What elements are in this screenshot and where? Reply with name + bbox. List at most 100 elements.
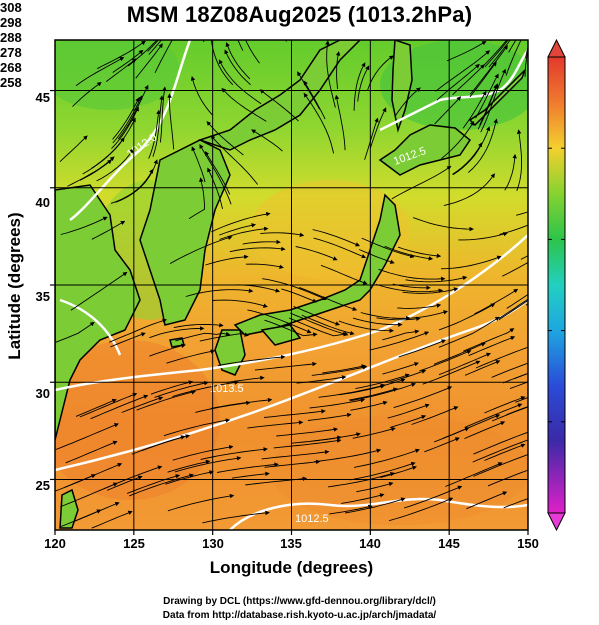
streamline (378, 268, 446, 282)
streamline (110, 332, 146, 348)
colorbar-bottom-arrow (547, 512, 566, 532)
streamline (463, 328, 515, 352)
streamline (398, 339, 446, 358)
streamline (172, 444, 234, 461)
streamline (191, 146, 206, 183)
chart-title: MSM 18Z08Aug2025 (1013.2hPa) (126, 2, 473, 27)
streamline (262, 278, 327, 301)
colorbar-tick-label: 308 (0, 0, 22, 15)
colorbar-top-arrow (547, 38, 566, 58)
y-tick-label: 30 (35, 386, 50, 401)
streamline (312, 229, 361, 247)
colorbar-ticks (548, 56, 565, 514)
warm-region (270, 415, 528, 525)
streamline (152, 95, 164, 157)
streamline (219, 226, 269, 240)
streamline (110, 168, 154, 204)
streamline (452, 64, 485, 96)
streamline (299, 286, 358, 311)
streamline (225, 42, 251, 80)
streamline (295, 246, 338, 261)
streamline (357, 65, 370, 102)
streamline (391, 165, 452, 200)
streamline (438, 352, 491, 376)
streamline (468, 336, 516, 357)
streamline (466, 491, 508, 510)
streamline (516, 129, 523, 191)
streamline (112, 97, 140, 140)
streamline (185, 288, 254, 297)
honshu (233, 193, 401, 336)
hokkaido (378, 124, 472, 176)
contour-label: 1012.5 (295, 513, 329, 525)
streamline (446, 40, 487, 62)
streamline (382, 329, 420, 341)
streamline (397, 303, 442, 309)
streamline (147, 40, 160, 52)
x-tick-label: 140 (359, 536, 381, 551)
streamline (149, 326, 205, 339)
streamline (202, 510, 270, 524)
streamline (105, 58, 137, 82)
streamline (60, 482, 118, 508)
streamline (358, 249, 395, 264)
streamline (498, 299, 528, 321)
streamline (217, 354, 286, 367)
streamline (229, 246, 286, 253)
streamline (60, 216, 108, 235)
china-coast (55, 184, 141, 441)
streamline (303, 80, 326, 120)
streamline (392, 310, 448, 319)
streamline (389, 414, 427, 428)
streamline (469, 44, 508, 95)
colorbar-tick-label: 298 (0, 15, 22, 30)
x-tick-label: 150 (517, 536, 539, 551)
streamline (452, 142, 483, 175)
streamline (79, 392, 138, 418)
streamline (502, 261, 528, 277)
streamline (464, 421, 506, 440)
streamline (474, 288, 519, 315)
streamline (419, 349, 472, 372)
y-tick-label: 45 (35, 90, 50, 105)
streamline (148, 109, 161, 159)
y-tick-label: 40 (35, 195, 50, 210)
streamline (135, 43, 163, 79)
streamline (506, 293, 528, 309)
streamline (491, 362, 528, 378)
streamline (388, 497, 454, 522)
streamline (205, 254, 249, 266)
streamline (403, 485, 463, 509)
colorbar-tick-label: 278 (0, 45, 22, 60)
streamline (345, 497, 406, 514)
streamline (405, 275, 468, 283)
streamline (320, 264, 368, 285)
y-tick-label: 25 (35, 478, 50, 493)
streamline (487, 469, 528, 487)
streamline (175, 331, 231, 342)
streamline (150, 380, 194, 395)
streamline (67, 156, 115, 187)
streamline (434, 96, 462, 125)
colorbar-tick-label: 288 (0, 30, 22, 45)
streamline (91, 510, 133, 529)
streamline (435, 50, 491, 92)
streamline (263, 409, 326, 418)
x-tick-label: 135 (280, 536, 302, 551)
contour-line (229, 497, 528, 530)
streamline (273, 438, 342, 449)
streamline (72, 81, 102, 107)
streamline (369, 331, 430, 351)
streamline (112, 49, 144, 73)
korea-peninsula (139, 139, 231, 326)
streamline (281, 288, 318, 303)
coastlines (55, 40, 526, 529)
streamline (91, 220, 126, 240)
streamline (433, 427, 470, 443)
streamline (353, 62, 366, 111)
streamline (165, 470, 214, 485)
cool-region (55, 40, 180, 110)
streamline (303, 92, 335, 154)
credit-data: Data from http://database.rish.kyoto-u.a… (162, 610, 437, 621)
streamline (127, 40, 158, 67)
